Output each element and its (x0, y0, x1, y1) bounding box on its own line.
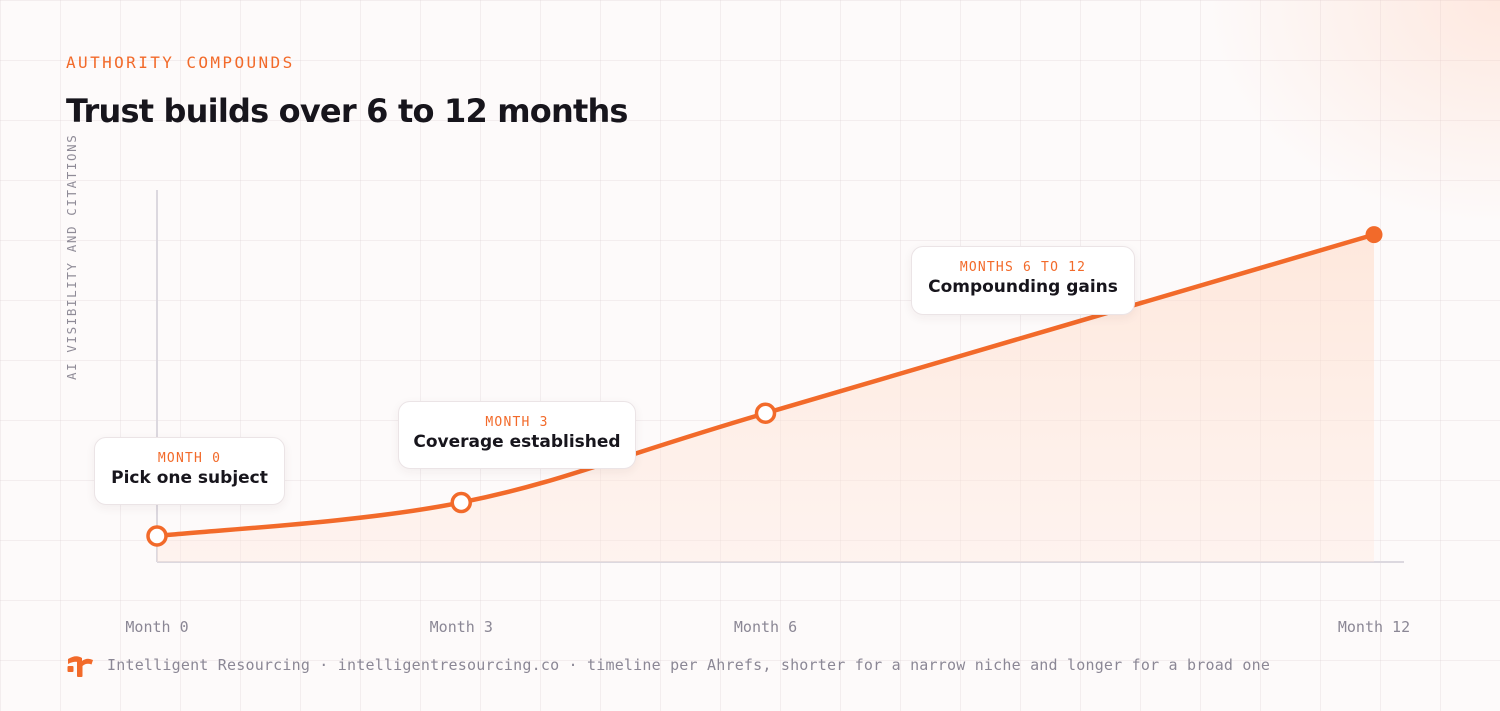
callout-month-3: MONTH 3 Coverage established (398, 401, 636, 469)
footer: Intelligent Resourcing · intelligentreso… (66, 652, 1270, 678)
area-fill (157, 234, 1374, 562)
x-tick-label: Month 3 (429, 618, 493, 636)
callout-month-6-12: MONTHS 6 TO 12 Compounding gains (911, 246, 1135, 315)
section-eyebrow: AUTHORITY COMPOUNDS (66, 53, 295, 72)
data-point-month-12 (1365, 226, 1383, 244)
callout-label: Compounding gains (928, 277, 1118, 297)
data-point-month-3 (450, 491, 472, 514)
series-line (154, 232, 1377, 539)
data-point-month-6 (754, 402, 777, 424)
page-title: Trust builds over 6 to 12 months (66, 92, 628, 130)
footer-text: Intelligent Resourcing · intelligentreso… (107, 656, 1271, 674)
callout-eyebrow: MONTH 0 (157, 451, 222, 466)
callout-month-0: MONTH 0 Pick one subject (94, 437, 285, 505)
callout-label: Coverage established (413, 432, 621, 452)
x-tick-label: Month 0 (125, 618, 189, 636)
callout-label: Pick one subject (111, 468, 268, 488)
callout-eyebrow: MONTHS 6 TO 12 (959, 260, 1087, 275)
x-tick-label: Month 12 (1337, 618, 1411, 636)
intelligent-resourcing-logo-icon (67, 656, 93, 677)
callout-eyebrow: MONTH 3 (485, 415, 549, 430)
data-point-month-0 (146, 525, 168, 547)
x-tick-label: Month 6 (733, 618, 798, 636)
